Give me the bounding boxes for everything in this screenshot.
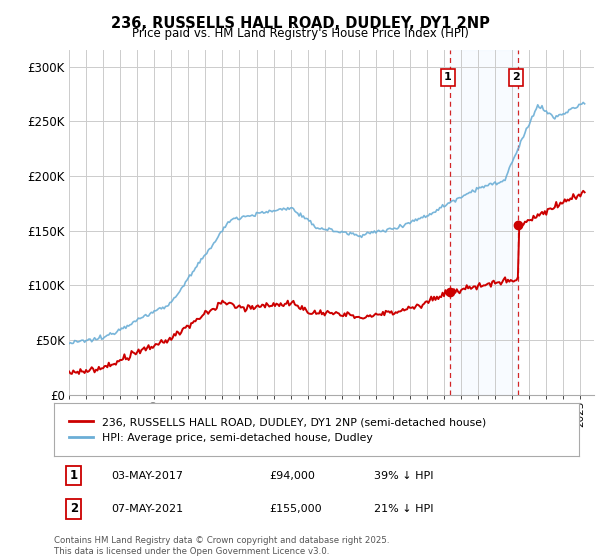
Text: Contains HM Land Registry data © Crown copyright and database right 2025.
This d: Contains HM Land Registry data © Crown c… <box>54 536 389 556</box>
Text: 2: 2 <box>70 502 78 515</box>
Text: £155,000: £155,000 <box>269 504 322 514</box>
Text: 1: 1 <box>70 469 78 482</box>
Text: 03-MAY-2017: 03-MAY-2017 <box>112 470 184 480</box>
Text: £94,000: £94,000 <box>269 470 315 480</box>
Text: 39% ↓ HPI: 39% ↓ HPI <box>374 470 434 480</box>
Legend: 236, RUSSELLS HALL ROAD, DUDLEY, DY1 2NP (semi-detached house), HPI: Average pri: 236, RUSSELLS HALL ROAD, DUDLEY, DY1 2NP… <box>65 413 490 447</box>
Text: 2: 2 <box>512 72 520 82</box>
Text: 07-MAY-2021: 07-MAY-2021 <box>112 504 184 514</box>
Bar <box>451 50 518 395</box>
Text: 1: 1 <box>444 72 452 82</box>
Text: 236, RUSSELLS HALL ROAD, DUDLEY, DY1 2NP: 236, RUSSELLS HALL ROAD, DUDLEY, DY1 2NP <box>110 16 490 31</box>
Text: 21% ↓ HPI: 21% ↓ HPI <box>374 504 434 514</box>
Text: Price paid vs. HM Land Registry's House Price Index (HPI): Price paid vs. HM Land Registry's House … <box>131 27 469 40</box>
